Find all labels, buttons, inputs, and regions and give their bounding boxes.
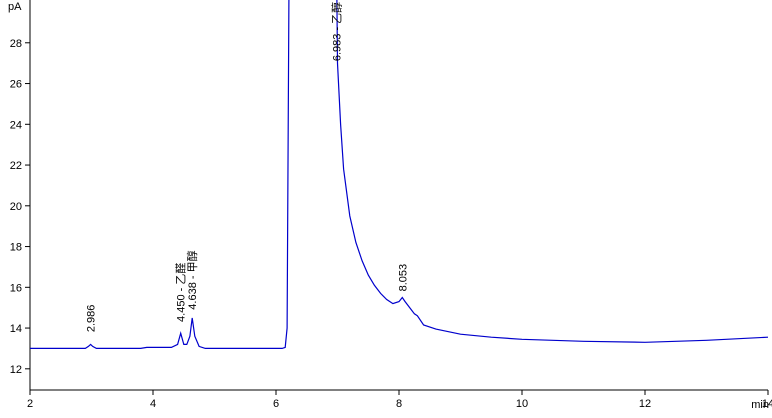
x-tick-label: 12 xyxy=(639,398,651,410)
x-tick-label: 4 xyxy=(150,398,156,410)
y-tick-label: 28 xyxy=(10,38,22,50)
peak-label: 8.053 xyxy=(397,264,409,292)
y-tick-label: 14 xyxy=(10,323,22,335)
y-axis-label: pA xyxy=(8,1,22,13)
y-tick-label: 22 xyxy=(10,160,22,172)
x-axis-label: min xyxy=(751,399,769,411)
peak-label: 2.986 xyxy=(86,305,98,333)
y-tick-label: 16 xyxy=(10,282,22,294)
peak-label: 4.450 - 乙醛 xyxy=(174,263,188,322)
peak-label: 4.638 - 甲醇 xyxy=(185,250,199,309)
peak-label: 6.983 - 乙醇 xyxy=(329,2,343,61)
signal-line xyxy=(30,0,769,349)
y-tick-label: 20 xyxy=(10,201,22,213)
x-tick-label: 10 xyxy=(516,398,528,410)
y-tick-label: 26 xyxy=(10,79,22,91)
x-tick-label: 2 xyxy=(27,398,33,410)
x-tick-label: 8 xyxy=(396,398,402,410)
x-tick-label: 14 xyxy=(762,398,772,410)
y-tick-label: 18 xyxy=(10,242,22,254)
x-tick-label: 6 xyxy=(273,398,279,410)
y-tick-label: 24 xyxy=(10,119,22,131)
y-tick-label: 12 xyxy=(10,364,22,376)
